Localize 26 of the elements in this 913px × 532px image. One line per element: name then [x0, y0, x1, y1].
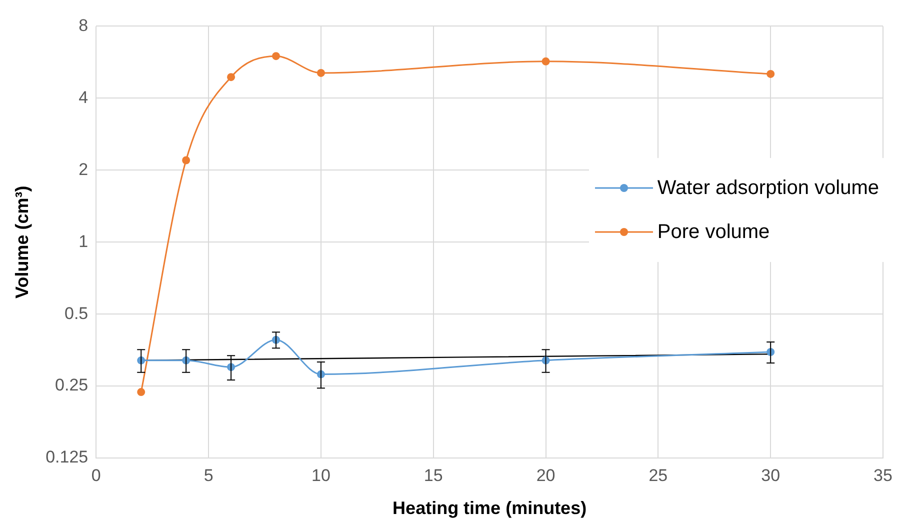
y-tick-label: 0.25 — [55, 376, 88, 395]
y-tick-label: 2 — [78, 160, 88, 179]
legend-label: Water adsorption volume — [657, 176, 879, 200]
point — [542, 57, 550, 66]
x-tick-label: 35 — [874, 466, 892, 485]
x-tick-label: 5 — [204, 466, 214, 485]
y-tick-label: 8 — [78, 16, 88, 35]
point — [316, 68, 325, 77]
legend-label: Pore volume — [657, 220, 770, 244]
y-axis-title: Volume (cm³) — [12, 186, 32, 298]
point — [182, 156, 190, 164]
point — [227, 73, 236, 82]
x-axis-title: Heating time (minutes) — [392, 498, 587, 518]
y-tick-label: 0.125 — [46, 448, 88, 467]
x-tick-label: 10 — [311, 466, 330, 485]
x-tick-label: 25 — [648, 466, 668, 485]
y-tick-label: 0.5 — [64, 304, 88, 323]
x-tick-label: 0 — [91, 466, 101, 485]
x-tick-label: 30 — [761, 466, 780, 485]
point — [137, 388, 146, 396]
y-tick-label: 1 — [78, 232, 88, 251]
x-tick-label: 20 — [536, 466, 556, 485]
point — [272, 52, 280, 60]
y-tick-label: 4 — [78, 88, 88, 107]
x-tick-label: 15 — [424, 466, 443, 485]
point — [766, 70, 775, 78]
